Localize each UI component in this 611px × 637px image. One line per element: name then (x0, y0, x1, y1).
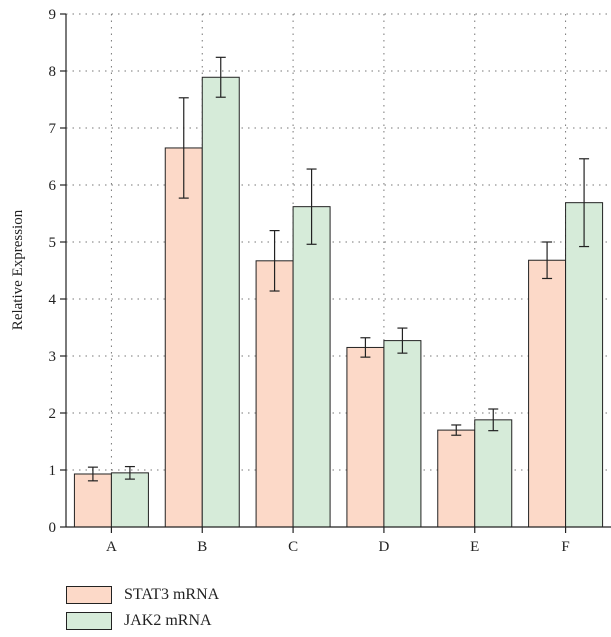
y-tick-label: 2 (49, 406, 57, 422)
x-tick-label: A (106, 539, 117, 555)
bars (73, 56, 604, 528)
x-ticks: A B C D E F (106, 527, 570, 555)
y-tick-label: 6 (49, 178, 57, 194)
bar-stat3-C (255, 260, 294, 528)
bar-stat3-E (437, 429, 476, 528)
bar-stat3-F (528, 259, 567, 528)
bar-stat3-B (164, 147, 203, 528)
legend-item-jak2: JAK2 mRNA (66, 608, 219, 634)
y-ticks: 0 1 2 3 4 5 6 7 8 9 (49, 7, 66, 536)
bar-stat3-A (73, 473, 112, 528)
legend: STAT3 mRNA JAK2 mRNA (66, 582, 219, 634)
y-axis-title: Relative Expression (10, 209, 26, 330)
legend-label-stat3: STAT3 mRNA (124, 586, 220, 603)
legend-swatch-stat3 (66, 586, 112, 604)
x-tick-label: F (561, 539, 569, 555)
y-tick-label: 1 (49, 463, 57, 479)
y-tick-label: 0 (49, 520, 57, 536)
bar-jak2-A (110, 472, 149, 528)
legend-label-jak2: JAK2 mRNA (124, 612, 212, 629)
legend-item-stat3: STAT3 mRNA (66, 582, 219, 608)
x-tick-label: E (470, 539, 479, 555)
x-tick-label: B (197, 539, 207, 555)
bar-jak2-D (383, 340, 422, 528)
bar-jak2-F (565, 202, 604, 528)
y-tick-label: 3 (49, 349, 57, 365)
bar-chart: 0 1 2 3 4 5 6 7 8 9 A B C D E F Relative Expression (10, 7, 611, 555)
x-tick-label: D (378, 539, 389, 555)
y-tick-label: 4 (49, 292, 57, 308)
axes (65, 14, 611, 528)
legend-swatch-jak2 (66, 612, 112, 630)
bar-stat3-D (346, 346, 385, 528)
bar-jak2-E (474, 419, 513, 528)
bar-jak2-B (201, 76, 240, 528)
y-tick-label: 9 (49, 7, 57, 23)
y-tick-label: 5 (49, 235, 57, 251)
x-tick-label: C (288, 539, 298, 555)
y-tick-label: 8 (49, 64, 57, 80)
bar-jak2-C (292, 206, 331, 528)
y-tick-label: 7 (49, 121, 57, 137)
